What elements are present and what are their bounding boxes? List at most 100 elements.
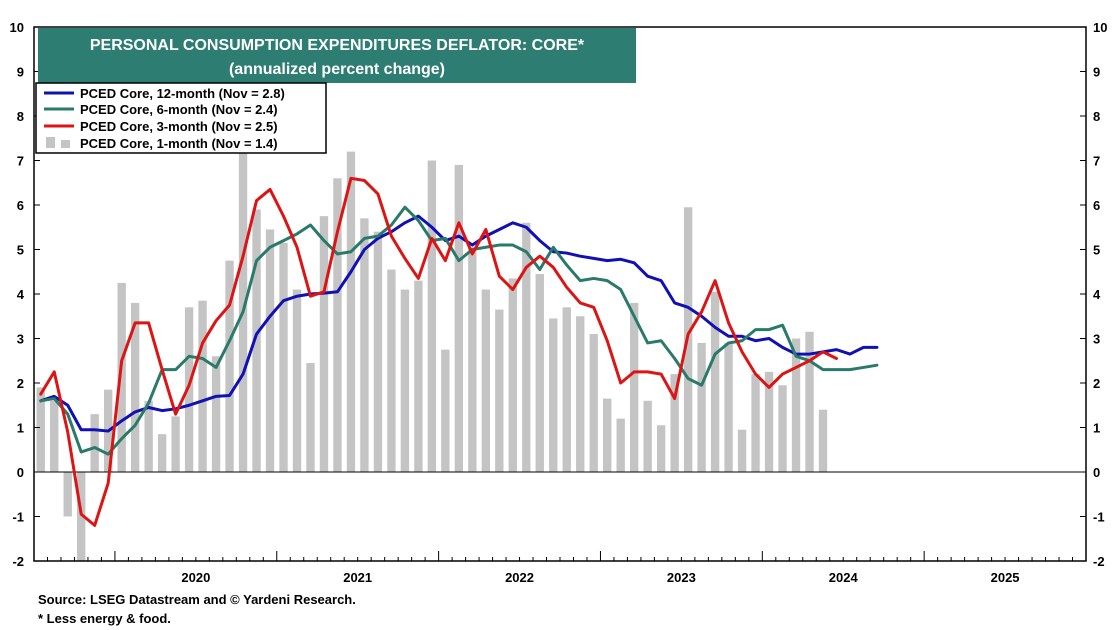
bar-1-month [306,362,315,472]
bar-1-month [50,400,59,472]
bar-1-month [400,289,410,472]
bar-1-month [157,434,167,472]
y-tick-label-left: 9 [17,65,24,80]
y-tick-label-right: 8 [1093,109,1100,124]
y-tick-label-left: 7 [17,154,24,169]
bar-1-month [589,334,598,472]
bar-1-month [630,302,639,472]
bar-1-month [265,229,275,472]
bars-layer [36,142,828,561]
x-tick-label: 2020 [181,570,210,585]
y-tick-label-left: 3 [17,332,24,347]
y-tick-label-right: 10 [1093,20,1107,35]
y-tick-label-left: -2 [12,554,24,569]
x-tick-label: 2024 [829,570,859,585]
bar-1-month [710,291,720,472]
y-tick-label-right: 4 [1093,287,1101,302]
bar-1-month [508,278,517,472]
line-3-month [39,176,838,527]
bar-1-month [319,216,329,473]
bar-1-month [818,409,828,472]
y-tick-label-right: 6 [1093,198,1100,213]
bar-1-month [292,289,302,472]
bar-1-month [522,222,531,472]
bar-1-month [603,398,612,472]
bar-1-month [791,338,801,472]
x-tick-label: 2025 [991,570,1020,585]
x-tick-label: 2023 [667,570,696,585]
legend-label-3-month: PCED Core, 3-month (Nov = 2.5) [80,119,278,134]
bar-1-month [616,418,625,472]
title-background [38,28,636,83]
source-note: Source: LSEG Datastream and © Yardeni Re… [38,592,356,607]
footnote: * Less energy & food. [38,611,171,626]
bar-1-month [414,280,423,472]
legend-box [35,82,327,154]
y-tick-label-right: 9 [1093,65,1100,80]
bar-1-month [144,400,153,472]
x-tick-label: 2022 [505,570,534,585]
bar-1-month [171,416,180,473]
bar-1-month [427,160,437,472]
y-tick-label-right: -1 [1093,510,1105,525]
bar-1-month [279,242,288,472]
bar-1-month [373,231,383,472]
bar-1-month [751,374,760,472]
bar-1-month [77,472,86,561]
bar-1-month [697,342,706,472]
bar-1-month [360,218,369,472]
bar-1-month [737,429,747,472]
y-tick-label-left: 0 [17,465,24,480]
bar-1-month [549,318,558,472]
y-tick-label-right: 0 [1093,465,1100,480]
bar-1-month [211,356,221,472]
bar-1-month [130,302,140,472]
bar-1-month [643,400,652,472]
y-tick-label-left: 5 [17,243,24,258]
bar-1-month [495,309,504,472]
bar-1-month [333,178,342,473]
y-tick-label-left: 10 [10,20,24,35]
bar-1-month [90,414,99,472]
legend-swatch-1-month-a [46,137,55,148]
bar-1-month [63,472,72,517]
bar-1-month [764,371,774,473]
bar-1-month [656,425,666,472]
bar-1-month [535,273,544,472]
bar-1-month [805,331,814,472]
bar-1-month [252,209,261,472]
bar-1-month [454,164,464,472]
bar-1-month [468,247,477,472]
y-tick-label-left: 2 [17,376,24,391]
bar-1-month [670,374,679,472]
y-tick-label-right: 5 [1093,243,1100,258]
x-tick-label: 2021 [343,570,372,585]
bar-1-month [225,260,234,473]
title-box: PERSONAL CONSUMPTION EXPENDITURES DEFLAT… [38,28,636,83]
legend-label-1-month: PCED Core, 1-month (Nov = 1.4) [80,136,278,151]
bar-1-month [184,307,194,472]
bar-1-month [576,316,585,472]
legend-swatch-1-month-b [61,140,70,148]
y-tick-label-left: -1 [12,510,24,525]
bar-1-month [117,282,126,473]
bar-1-month [562,307,571,472]
y-tick-label-right: 3 [1093,332,1100,347]
bar-1-month [481,289,490,472]
bar-1-month [387,269,396,472]
bar-1-month [441,349,450,473]
bar-1-month [724,342,733,472]
y-tick-label-right: 7 [1093,154,1100,169]
legend: PCED Core, 12-month (Nov = 2.8) PCED Cor… [35,82,327,154]
y-tick-label-left: 8 [17,109,24,124]
bar-1-month [346,151,356,472]
y-tick-label-left: 4 [17,287,25,302]
y-tick-label-left: 6 [17,198,24,213]
chart-subtitle: (annualized percent change) [229,61,445,78]
y-tick-label-right: 1 [1093,421,1100,436]
y-tick-label-right: 2 [1093,376,1100,391]
legend-label-6-month: PCED Core, 6-month (Nov = 2.4) [80,102,278,117]
bar-1-month [778,385,787,472]
